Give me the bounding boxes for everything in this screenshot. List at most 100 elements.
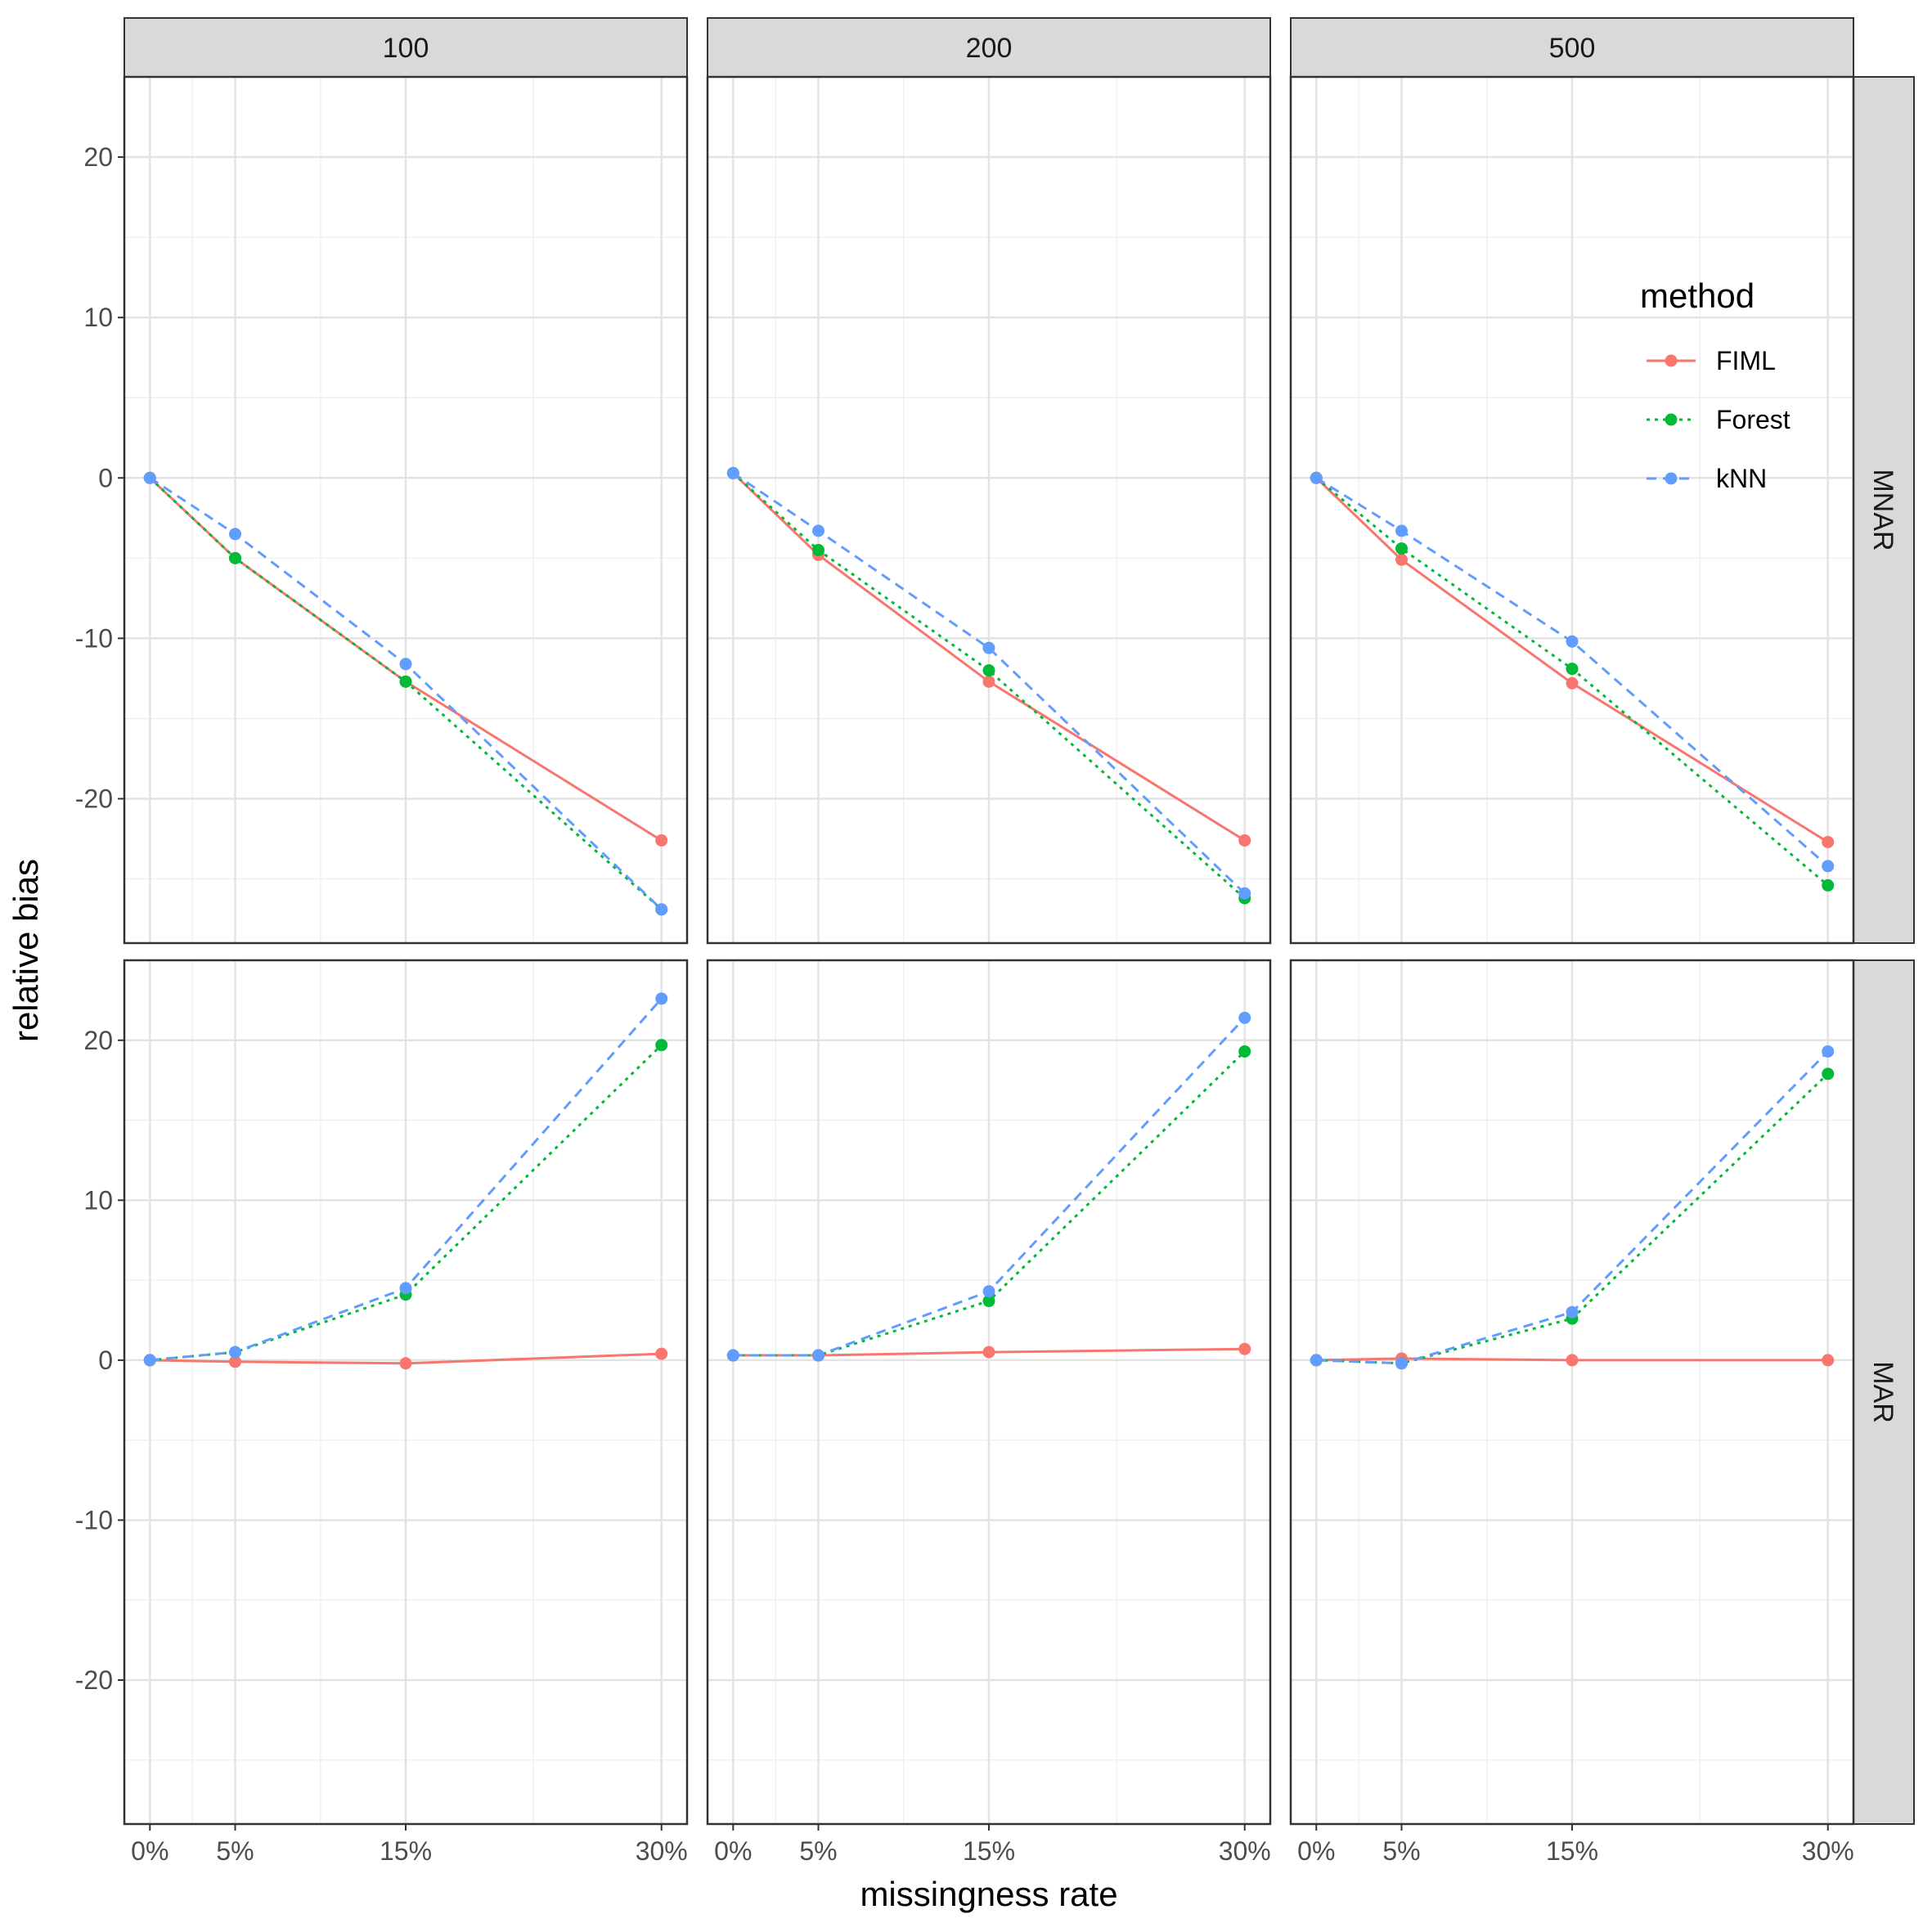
x-tick-label: 15% (380, 1836, 432, 1866)
data-point-forest (655, 1039, 668, 1052)
series-line-fiml (150, 1352, 662, 1365)
data-point-knn (1822, 1045, 1835, 1058)
data-point-knn (143, 471, 156, 484)
data-point-knn (812, 524, 825, 537)
data-point-knn (1238, 887, 1251, 900)
data-point-knn (1310, 1354, 1323, 1367)
column-strip-label: 500 (1549, 33, 1596, 64)
data-point-forest (1238, 1045, 1251, 1058)
legend-key-point-forest (1665, 413, 1678, 426)
data-point-fiml (982, 1346, 995, 1359)
legend-label-knn: kNN (1716, 464, 1767, 493)
data-point-knn (726, 466, 739, 479)
panel-border (1289, 75, 1855, 945)
x-tick-label: 5% (799, 1836, 837, 1866)
y-tick-label: 10 (83, 1185, 113, 1215)
series-line-forest (1315, 477, 1829, 887)
series-line-knn (1315, 477, 1829, 868)
legend-title: method (1640, 276, 1755, 315)
panel (706, 959, 1272, 1826)
row-strip (1853, 76, 1915, 944)
series-line-knn (150, 997, 663, 1362)
x-tick-label: 15% (1546, 1836, 1598, 1866)
y-tick-label: -10 (75, 1505, 113, 1534)
data-point-forest (229, 551, 242, 564)
data-point-fiml (1822, 835, 1835, 848)
column-strip (1290, 17, 1854, 78)
data-point-forest (399, 675, 412, 688)
data-point-fiml (1822, 1354, 1835, 1367)
data-point-forest (1566, 663, 1579, 676)
y-tick-label: 10 (83, 303, 113, 332)
data-point-knn (1395, 1357, 1409, 1370)
data-point-forest (1822, 1067, 1835, 1081)
row-strip-label: MAR (1867, 1361, 1898, 1423)
data-point-fiml (1395, 553, 1409, 566)
column-strip (124, 17, 688, 78)
y-tick-label: -20 (75, 784, 113, 814)
panel-border (706, 75, 1272, 945)
x-tick-label: 5% (1382, 1836, 1420, 1866)
y-tick-label: 0 (98, 1346, 113, 1375)
legend-key-point-knn (1665, 472, 1678, 485)
data-point-knn (812, 1349, 825, 1362)
x-tick-label: 15% (963, 1836, 1015, 1866)
data-point-knn (1566, 1305, 1579, 1319)
y-tick-label: 0 (98, 463, 113, 492)
legend-label-fiml: FIML (1716, 346, 1776, 375)
legend: method FIML Forest kNN (1640, 276, 1790, 493)
y-tick-label: -10 (75, 623, 113, 653)
data-point-fiml (399, 1357, 412, 1370)
x-tick-label: 30% (1219, 1836, 1271, 1866)
data-point-knn (1238, 1011, 1251, 1024)
legend-label-forest: Forest (1716, 405, 1790, 434)
series-line-fiml (732, 472, 1246, 842)
x-axis-title: missingness rate (860, 1875, 1117, 1913)
series-line-forest (150, 1044, 663, 1362)
column-strip (707, 17, 1271, 78)
data-point-fiml (1238, 1342, 1251, 1355)
data-point-knn (1566, 635, 1579, 648)
y-tick-label: 20 (83, 1026, 113, 1055)
x-tick-label: 30% (1802, 1836, 1854, 1866)
y-axis-title: relative bias (7, 859, 45, 1042)
panel (123, 75, 689, 945)
data-point-knn (399, 658, 412, 671)
series-line-knn (149, 477, 663, 910)
data-point-knn (1395, 524, 1409, 537)
data-point-knn (726, 1349, 739, 1362)
y-tick-label: 20 (83, 142, 113, 172)
series-line-fiml (1315, 477, 1829, 843)
data-point-fiml (1566, 676, 1579, 690)
data-point-forest (1395, 542, 1409, 555)
data-point-knn (655, 992, 668, 1005)
row-strip (1853, 959, 1915, 1825)
series-line-forest (1316, 1072, 1829, 1365)
panel (1289, 959, 1855, 1826)
series-line-forest (732, 472, 1246, 900)
data-point-fiml (655, 833, 668, 847)
y-tick-label: -20 (75, 1665, 113, 1695)
x-tick-label: 30% (636, 1836, 688, 1866)
panel (706, 75, 1272, 945)
x-tick-label: 0% (131, 1836, 168, 1866)
data-point-fiml (1238, 833, 1251, 847)
data-point-fiml (229, 1355, 242, 1368)
panel (1289, 75, 1855, 945)
series-line-knn (732, 472, 1246, 895)
data-point-knn (1822, 860, 1835, 873)
data-point-forest (812, 544, 825, 557)
series-line-forest (149, 477, 663, 910)
data-point-fiml (1566, 1354, 1579, 1367)
data-point-knn (229, 1346, 242, 1359)
column-strip-label: 100 (383, 33, 429, 64)
data-point-knn (982, 641, 995, 654)
data-point-knn (143, 1354, 156, 1367)
data-point-knn (1310, 471, 1323, 484)
data-point-fiml (982, 675, 995, 688)
column-strip-label: 200 (966, 33, 1013, 64)
series-line-forest (733, 1050, 1246, 1357)
data-point-fiml (655, 1347, 668, 1360)
x-tick-label: 0% (1297, 1836, 1335, 1866)
